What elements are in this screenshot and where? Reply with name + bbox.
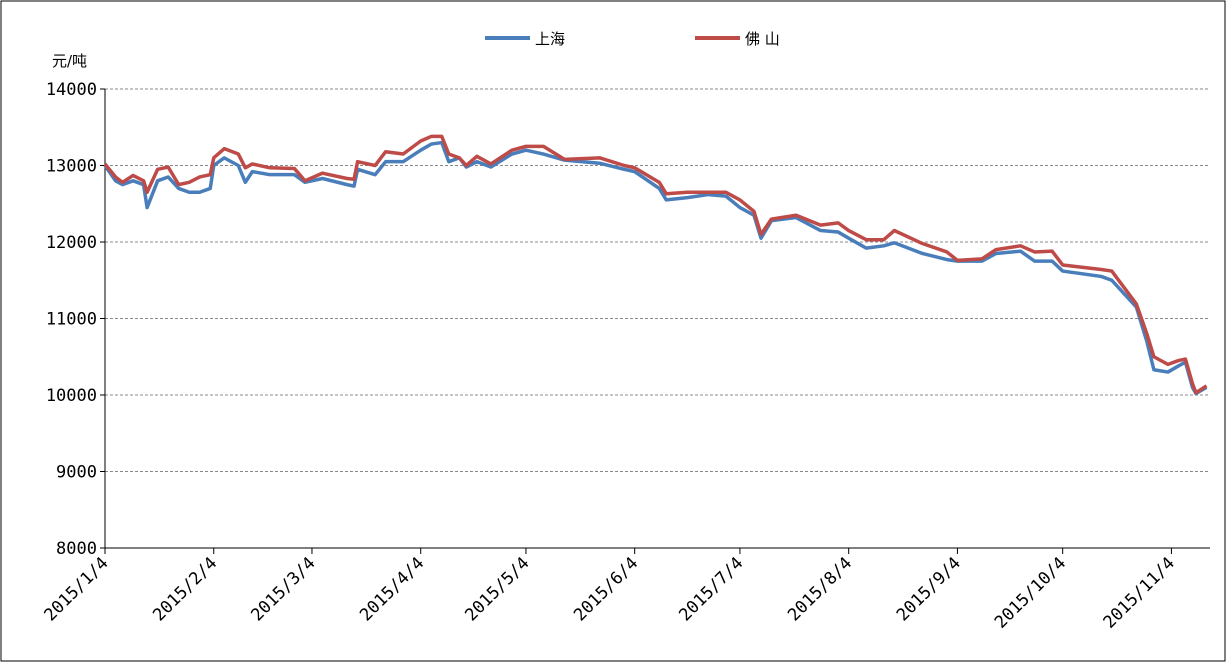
y-axis-label: 元/吨 bbox=[52, 52, 87, 70]
legend-label: 佛 山 bbox=[745, 30, 780, 48]
y-tick-label: 8000 bbox=[56, 539, 97, 559]
series-line bbox=[103, 134, 1208, 395]
legend-label: 上海 bbox=[535, 30, 565, 48]
y-tick-label: 10000 bbox=[46, 386, 97, 406]
y-tick-label: 11000 bbox=[46, 310, 97, 330]
y-tick-label: 9000 bbox=[56, 463, 97, 483]
series-line bbox=[103, 140, 1208, 396]
y-tick-label: 14000 bbox=[46, 80, 97, 100]
y-tick-label: 13000 bbox=[46, 157, 97, 177]
y-tick-label: 12000 bbox=[46, 233, 97, 253]
